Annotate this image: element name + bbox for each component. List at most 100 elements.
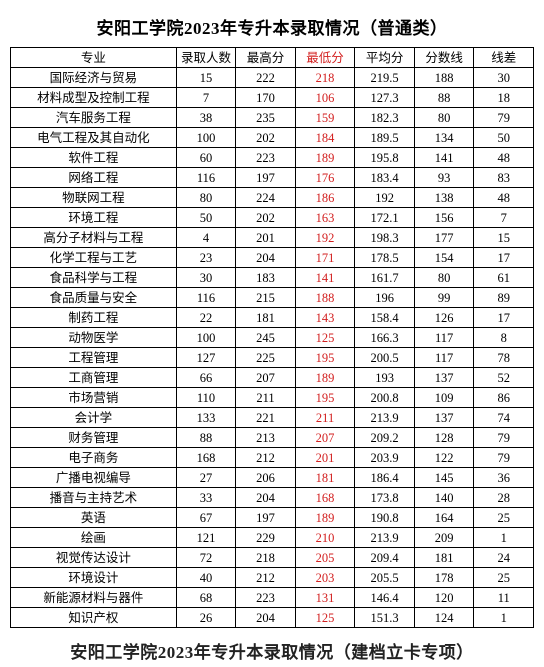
table-row: 汽车服务工程38235159182.38079 bbox=[11, 108, 534, 128]
col-header: 录取人数 bbox=[176, 48, 236, 68]
table-cell: 204 bbox=[236, 488, 296, 508]
table-cell: 国际经济与贸易 bbox=[11, 68, 177, 88]
table-cell: 汽车服务工程 bbox=[11, 108, 177, 128]
table-cell: 播音与主持艺术 bbox=[11, 488, 177, 508]
col-header: 平均分 bbox=[355, 48, 415, 68]
table-cell: 52 bbox=[474, 368, 534, 388]
table-cell: 188 bbox=[414, 68, 474, 88]
table-cell: 28 bbox=[474, 488, 534, 508]
table-row: 播音与主持艺术33204168173.814028 bbox=[11, 488, 534, 508]
table-cell: 30 bbox=[176, 268, 236, 288]
table-cell: 79 bbox=[474, 448, 534, 468]
table-cell: 动物医学 bbox=[11, 328, 177, 348]
table-cell: 213.9 bbox=[355, 528, 415, 548]
table-cell: 215 bbox=[236, 288, 296, 308]
table-row: 网络工程116197176183.49383 bbox=[11, 168, 534, 188]
table-cell: 212 bbox=[236, 448, 296, 468]
col-header: 专业 bbox=[11, 48, 177, 68]
table-row: 国际经济与贸易15222218219.518830 bbox=[11, 68, 534, 88]
table-cell: 171 bbox=[295, 248, 355, 268]
table-cell: 196 bbox=[355, 288, 415, 308]
table-cell: 制药工程 bbox=[11, 308, 177, 328]
table-cell: 88 bbox=[176, 428, 236, 448]
table-cell: 189 bbox=[295, 508, 355, 528]
table-row: 物联网工程8022418619213848 bbox=[11, 188, 534, 208]
table-cell: 143 bbox=[295, 308, 355, 328]
table-cell: 环境设计 bbox=[11, 568, 177, 588]
table-cell: 电子商务 bbox=[11, 448, 177, 468]
table-cell: 会计学 bbox=[11, 408, 177, 428]
table-cell: 209.4 bbox=[355, 548, 415, 568]
table-row: 市场营销110211195200.810986 bbox=[11, 388, 534, 408]
table-cell: 211 bbox=[236, 388, 296, 408]
table-cell: 89 bbox=[474, 288, 534, 308]
table-cell: 218 bbox=[236, 548, 296, 568]
table-cell: 8 bbox=[474, 328, 534, 348]
table-cell: 50 bbox=[474, 128, 534, 148]
table-cell: 213.9 bbox=[355, 408, 415, 428]
table-cell: 80 bbox=[414, 108, 474, 128]
table-cell: 134 bbox=[414, 128, 474, 148]
col-header: 分数线 bbox=[414, 48, 474, 68]
table-cell: 203 bbox=[295, 568, 355, 588]
table-cell: 30 bbox=[474, 68, 534, 88]
table-cell: 125 bbox=[295, 608, 355, 628]
table-cell: 化学工程与工艺 bbox=[11, 248, 177, 268]
table-row: 环境工程50202163172.11567 bbox=[11, 208, 534, 228]
table-cell: 33 bbox=[176, 488, 236, 508]
table-cell: 1 bbox=[474, 528, 534, 548]
table-cell: 156 bbox=[414, 208, 474, 228]
table-row: 电气工程及其自动化100202184189.513450 bbox=[11, 128, 534, 148]
table-row: 知识产权26204125151.31241 bbox=[11, 608, 534, 628]
page: 安阳工学院2023年专升本录取情况（普通类） 专业录取人数最高分最低分平均分分数… bbox=[0, 0, 544, 667]
table-cell: 172.1 bbox=[355, 208, 415, 228]
table-row: 新能源材料与器件68223131146.412011 bbox=[11, 588, 534, 608]
table-cell: 197 bbox=[236, 508, 296, 528]
table-row: 广播电视编导27206181186.414536 bbox=[11, 468, 534, 488]
admission-table: 专业录取人数最高分最低分平均分分数线线差 国际经济与贸易15222218219.… bbox=[10, 47, 534, 628]
table-cell: 7 bbox=[176, 88, 236, 108]
table-cell: 141 bbox=[295, 268, 355, 288]
table-cell: 183.4 bbox=[355, 168, 415, 188]
table-cell: 80 bbox=[414, 268, 474, 288]
table-cell: 181 bbox=[236, 308, 296, 328]
table-cell: 201 bbox=[295, 448, 355, 468]
table-cell: 164 bbox=[414, 508, 474, 528]
table-cell: 145 bbox=[414, 468, 474, 488]
table-cell: 17 bbox=[474, 308, 534, 328]
table-cell: 50 bbox=[176, 208, 236, 228]
table-row: 工商管理6620718919313752 bbox=[11, 368, 534, 388]
table-cell: 204 bbox=[236, 608, 296, 628]
table-cell: 工商管理 bbox=[11, 368, 177, 388]
table-cell: 25 bbox=[474, 508, 534, 528]
table-cell: 158.4 bbox=[355, 308, 415, 328]
table-cell: 137 bbox=[414, 368, 474, 388]
table-row: 制药工程22181143158.412617 bbox=[11, 308, 534, 328]
table-cell: 178 bbox=[414, 568, 474, 588]
table-cell: 192 bbox=[355, 188, 415, 208]
table-cell: 18 bbox=[474, 88, 534, 108]
table-cell: 245 bbox=[236, 328, 296, 348]
table-cell: 17 bbox=[474, 248, 534, 268]
table-cell: 195 bbox=[295, 388, 355, 408]
table-cell: 121 bbox=[176, 528, 236, 548]
table-cell: 176 bbox=[295, 168, 355, 188]
table-row: 环境设计40212203205.517825 bbox=[11, 568, 534, 588]
table-cell: 173.8 bbox=[355, 488, 415, 508]
table-cell: 36 bbox=[474, 468, 534, 488]
table-cell: 235 bbox=[236, 108, 296, 128]
footer-partial-title: 安阳工学院2023年专升本录取情况（建档立卡专项） bbox=[10, 638, 534, 663]
table-cell: 80 bbox=[176, 188, 236, 208]
table-row: 会计学133221211213.913774 bbox=[11, 408, 534, 428]
table-cell: 224 bbox=[236, 188, 296, 208]
table-cell: 物联网工程 bbox=[11, 188, 177, 208]
table-cell: 133 bbox=[176, 408, 236, 428]
table-cell: 79 bbox=[474, 108, 534, 128]
table-cell: 22 bbox=[176, 308, 236, 328]
table-cell: 184 bbox=[295, 128, 355, 148]
table-row: 软件工程60223189195.814148 bbox=[11, 148, 534, 168]
table-cell: 195.8 bbox=[355, 148, 415, 168]
table-cell: 26 bbox=[176, 608, 236, 628]
table-cell: 116 bbox=[176, 168, 236, 188]
table-cell: 86 bbox=[474, 388, 534, 408]
